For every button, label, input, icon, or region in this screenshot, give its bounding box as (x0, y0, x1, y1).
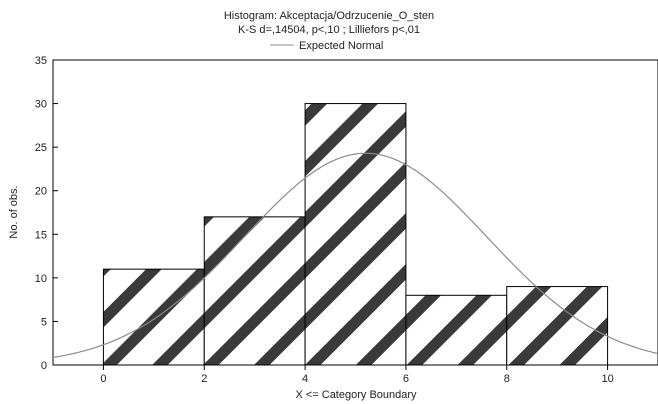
x-tick-label: 4 (302, 373, 308, 385)
histogram-bar-2 (203, 216, 306, 366)
x-tick-label: 6 (403, 373, 409, 385)
x-tick-label: 10 (601, 373, 613, 385)
y-tick-label: 5 (41, 316, 47, 328)
x-tick-label: 2 (201, 373, 207, 385)
legend-entry: Expected Normal (299, 40, 383, 52)
expected-normal-curve (52, 152, 658, 359)
chart-subtitle: K-S d=,14504, p<,10 ; Lilliefors p<,01 (238, 24, 420, 36)
bars (102, 103, 609, 366)
y-tick-label: 15 (35, 229, 47, 241)
chart-title: Histogram: Akceptacja/Odrzucenie_O_sten (224, 10, 434, 22)
x-tick-label: 0 (100, 373, 106, 385)
y-tick-label: 0 (41, 360, 47, 372)
y-axis-label: No. of obs. (8, 185, 20, 238)
expected-normal-layer (52, 152, 658, 359)
x-axis: 0 2 4 6 8 10 (100, 365, 614, 385)
histogram-bar-4 (405, 294, 508, 366)
y-axis: 0 5 10 15 20 25 30 35 (35, 55, 58, 372)
y-tick-label: 10 (35, 273, 47, 285)
x-axis-label: X <= Category Boundary (295, 389, 417, 401)
histogram-bar-5 (506, 286, 609, 366)
y-tick-label: 20 (35, 186, 47, 198)
histogram-bar-1 (102, 268, 205, 366)
x-tick-label: 8 (504, 373, 510, 385)
y-tick-label: 25 (35, 142, 47, 154)
legend: Expected Normal (270, 40, 383, 52)
y-tick-label: 30 (35, 99, 47, 111)
histogram-bar-3 (304, 103, 407, 366)
y-tick-label: 35 (35, 55, 47, 67)
